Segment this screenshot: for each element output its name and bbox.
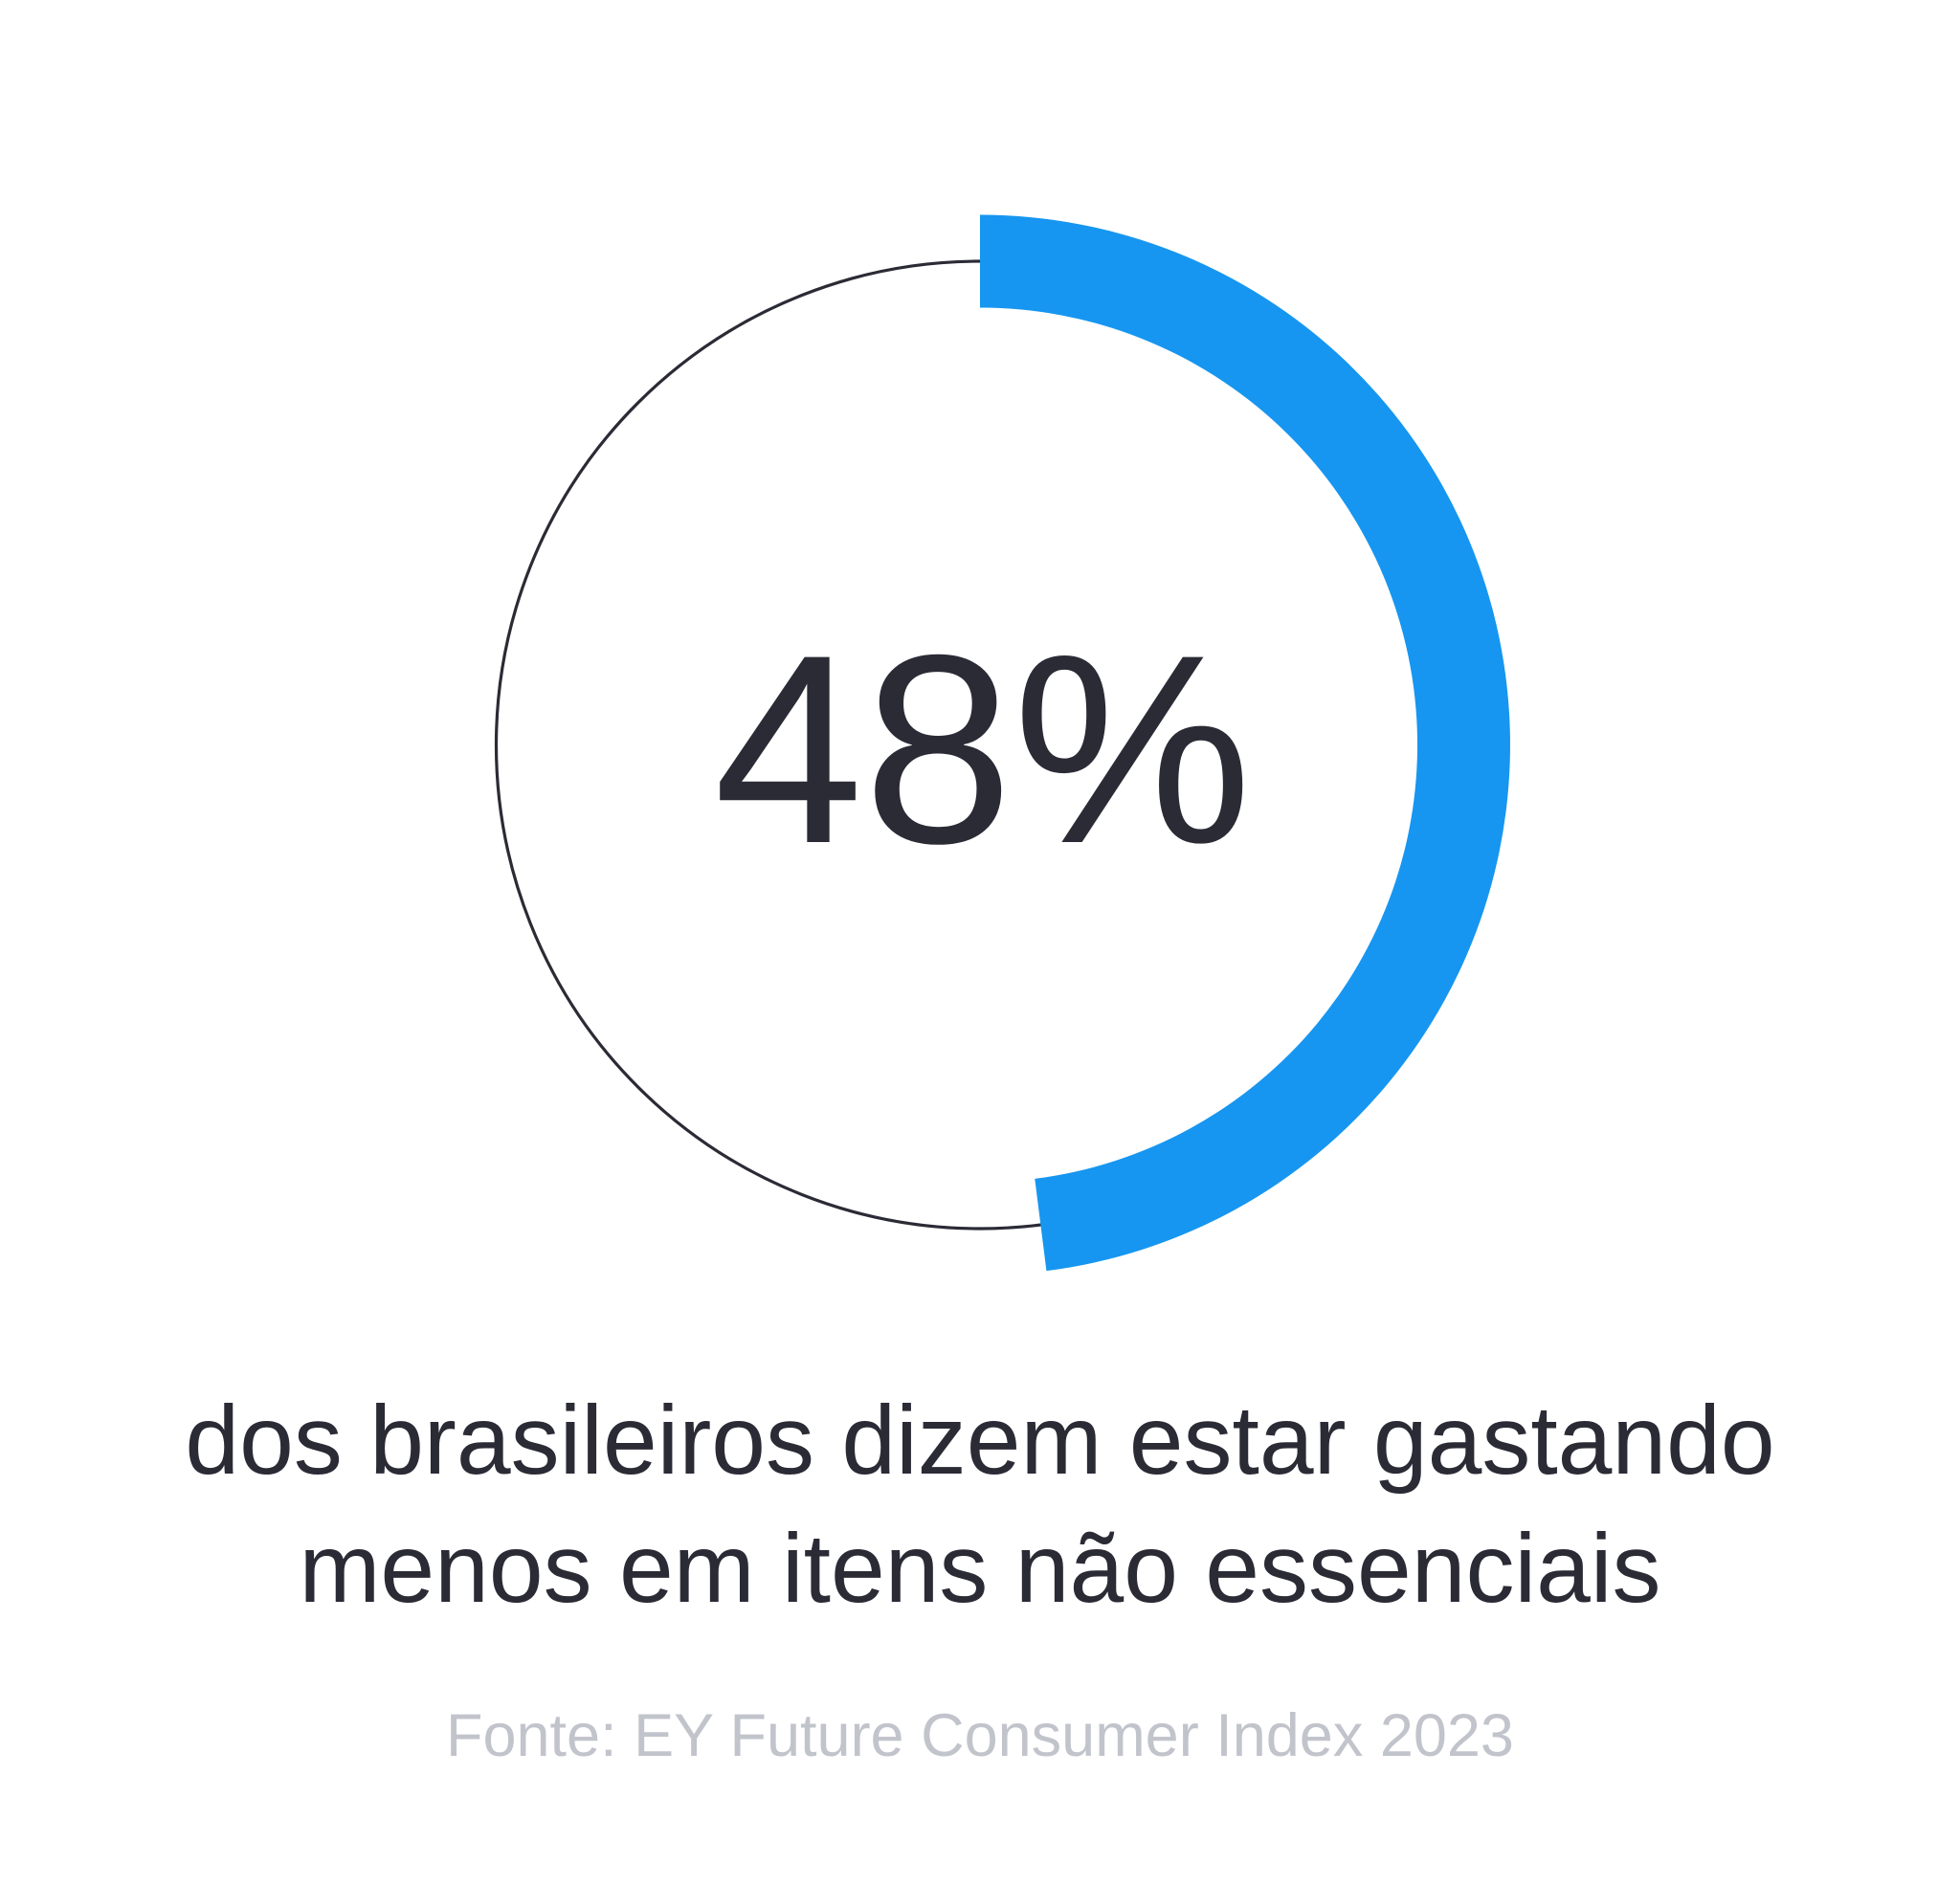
svg-text:48%: 48% [714,599,1252,899]
